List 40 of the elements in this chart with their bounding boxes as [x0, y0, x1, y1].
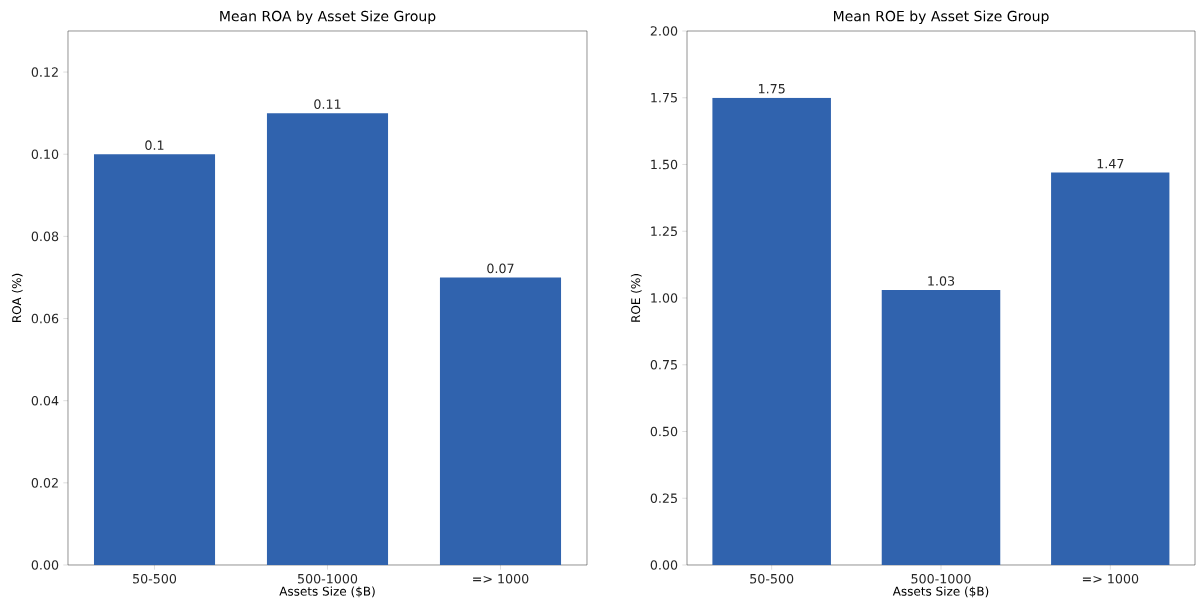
x-axis-title: Assets Size ($B) [892, 586, 989, 598]
x-tick-label: 50-500 [133, 573, 177, 584]
x-tick-label: 500-1000 [911, 573, 971, 584]
y-tick-label: 1.25 [651, 226, 677, 237]
bar [93, 154, 216, 565]
y-axis-title: ROA (%) [11, 273, 23, 323]
y-tick-label: 0.00 [31, 560, 59, 570]
x-tick-label: 50-500 [750, 573, 794, 584]
y-tick-label: 0.12 [31, 67, 58, 77]
chart-title: Mean ROE by Asset Size Group [833, 10, 1049, 25]
y-tick-label: 1.00 [651, 293, 678, 303]
y-tick-label: 0.25 [650, 493, 677, 504]
y-tick-label: 0.06 [31, 313, 59, 324]
y-tick-label: 0.04 [31, 395, 59, 406]
bar [1051, 172, 1170, 565]
bar [881, 289, 1001, 565]
x-axis-title: Assets Size ($B) [279, 586, 375, 598]
data-label: 0.11 [314, 99, 341, 109]
y-tick-label: 0.50 [650, 426, 678, 437]
x-tick-label: 500-1000 [297, 573, 358, 584]
y-tick-label: 0.08 [31, 231, 59, 242]
data-label: 1.75 [758, 84, 785, 94]
bar [712, 97, 831, 565]
data-label: 1.03 [928, 276, 955, 286]
y-tick-label: 0.75 [650, 359, 677, 370]
y-tick-label: 0.02 [31, 478, 58, 488]
y-tick-label: 1.50 [651, 159, 678, 170]
bar [266, 113, 389, 565]
x-tick-label: => 1000 [473, 573, 529, 584]
data-label: 1.47 [1097, 159, 1124, 169]
y-axis-title: ROE (%) [630, 274, 642, 322]
chart-title: Mean ROA by Asset Size Group [220, 10, 436, 25]
y-tick-label: 2.00 [650, 26, 678, 36]
y-tick-label: 0.00 [650, 560, 678, 570]
bar [439, 277, 562, 565]
x-tick-label: => 1000 [1082, 573, 1139, 584]
y-tick-label: 1.75 [651, 93, 677, 103]
data-label: 0.07 [487, 263, 514, 274]
data-label: 0.1 [145, 140, 164, 150]
y-tick-label: 0.10 [31, 149, 59, 160]
